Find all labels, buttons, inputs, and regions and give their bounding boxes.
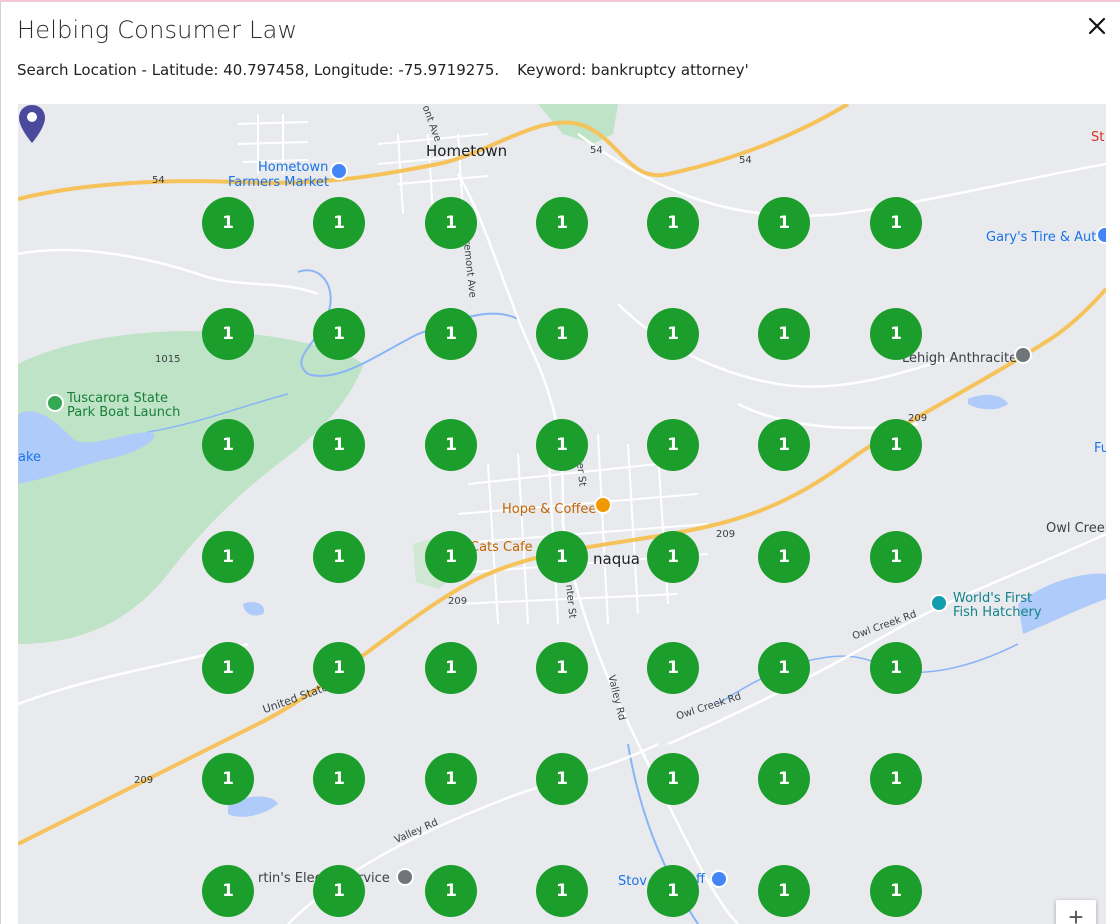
rank-marker[interactable]: 1 [425, 419, 477, 471]
rank-marker[interactable]: 1 [313, 308, 365, 360]
search-info: Search Location - Latitude: 40.797458, L… [17, 61, 749, 79]
rank-marker[interactable]: 1 [313, 865, 365, 917]
water-east [1018, 573, 1106, 634]
map-label-hometown: Hometown [426, 142, 508, 160]
store-icon[interactable] [396, 868, 414, 886]
road-shield-209-west: 209 [134, 775, 154, 786]
rank-marker[interactable]: 1 [647, 642, 699, 694]
rank-marker[interactable]: 1 [202, 531, 254, 583]
lake [18, 411, 155, 484]
rank-marker[interactable]: 1 [536, 865, 588, 917]
car-icon[interactable] [1096, 226, 1106, 244]
rank-marker[interactable]: 1 [647, 865, 699, 917]
rank-marker[interactable]: 1 [870, 753, 922, 805]
map-label-fu-edge: Fu [1094, 441, 1106, 456]
map-label-lehigh-anthracite: Lehigh Anthracite [902, 351, 1018, 366]
map-label-st-edge: St [1091, 130, 1105, 145]
rank-marker[interactable]: 1 [313, 753, 365, 805]
rank-marker[interactable]: 1 [870, 642, 922, 694]
road-shield-1015: 1015 [155, 354, 181, 365]
map-label-ff: ff [696, 872, 705, 887]
map-label-service: rvice [358, 871, 390, 886]
rank-marker[interactable]: 1 [870, 531, 922, 583]
rank-marker[interactable]: 1 [870, 197, 922, 249]
road-shield-54-east: 54 [739, 155, 752, 166]
rank-marker[interactable]: 1 [870, 308, 922, 360]
close-icon[interactable] [1083, 12, 1111, 40]
rank-marker[interactable]: 1 [202, 753, 254, 805]
rank-marker[interactable]: 1 [536, 197, 588, 249]
search-location-text: Search Location - Latitude: 40.797458, L… [17, 61, 500, 79]
rank-marker[interactable]: 1 [758, 419, 810, 471]
rank-marker[interactable]: 1 [202, 865, 254, 917]
keyword-text: Keyword: bankruptcy attorney' [517, 61, 749, 79]
rank-marker[interactable]: 1 [202, 197, 254, 249]
rank-marker[interactable]: 1 [758, 865, 810, 917]
rank-marker[interactable]: 1 [313, 531, 365, 583]
shopping-bag-icon[interactable] [710, 870, 728, 888]
rank-marker[interactable]: 1 [758, 197, 810, 249]
tree-icon[interactable] [46, 394, 64, 412]
road-shield-209-town: 209 [448, 596, 468, 607]
rank-marker[interactable]: 1 [425, 753, 477, 805]
rank-marker[interactable]: 1 [202, 642, 254, 694]
map-label-fish-hatchery-1: World's First [953, 591, 1033, 606]
zoom-in-button[interactable]: + [1056, 900, 1096, 924]
map-label-martins: rtin's Elect [258, 871, 327, 886]
map-label-tuscarora-2: Park Boat Launch [67, 405, 181, 420]
rank-marker[interactable]: 1 [536, 419, 588, 471]
map-base-layer [18, 104, 1106, 924]
search-center-pin-icon[interactable] [18, 104, 46, 144]
rank-marker[interactable]: 1 [758, 642, 810, 694]
map-label-lake: ake [18, 450, 42, 465]
rank-marker[interactable]: 1 [758, 531, 810, 583]
map-label-cats-cafe: Cats Cafe [470, 540, 533, 555]
map-label-fish-hatchery-2: Fish Hatchery [953, 605, 1042, 620]
rank-marker[interactable]: 1 [536, 642, 588, 694]
map-label-garys-tire: Gary's Tire & Auto [986, 230, 1105, 245]
rank-marker[interactable]: 1 [647, 531, 699, 583]
shopping-cart-icon[interactable] [330, 162, 348, 180]
road-shield-209-center: 209 [716, 529, 736, 540]
rank-marker[interactable]: 1 [536, 308, 588, 360]
rank-marker[interactable]: 1 [647, 419, 699, 471]
rank-marker[interactable]: 1 [425, 197, 477, 249]
map-label-farmers-market-2: Farmers Market [228, 175, 329, 190]
top-accent-bar [0, 0, 1120, 2]
park-area [18, 331, 363, 644]
rank-marker[interactable]: 1 [425, 642, 477, 694]
rank-marker[interactable]: 1 [758, 753, 810, 805]
coffee-icon[interactable] [594, 496, 612, 514]
rank-marker[interactable]: 1 [647, 197, 699, 249]
map-label-owl-creek: Owl Creek [1046, 521, 1106, 536]
rank-marker[interactable]: 1 [313, 419, 365, 471]
rank-marker[interactable]: 1 [536, 531, 588, 583]
rank-marker[interactable]: 1 [536, 753, 588, 805]
location-pin-icon[interactable] [1014, 346, 1032, 364]
rank-marker[interactable]: 1 [425, 308, 477, 360]
rank-marker[interactable]: 1 [647, 308, 699, 360]
rank-marker[interactable]: 1 [758, 308, 810, 360]
rank-marker[interactable]: 1 [870, 419, 922, 471]
map-canvas[interactable]: Hometown Hometown Farmers Market Gary's … [18, 104, 1106, 924]
rank-marker[interactable]: 1 [425, 531, 477, 583]
rank-marker[interactable]: 1 [870, 865, 922, 917]
map-label-stove: Stov [618, 874, 647, 889]
rank-marker[interactable]: 1 [647, 753, 699, 805]
road-shield-54-center: 54 [590, 145, 603, 156]
fish-icon[interactable] [930, 594, 948, 612]
map-label-hope-coffee: Hope & Coffee [502, 502, 597, 517]
rank-marker[interactable]: 1 [313, 197, 365, 249]
rank-marker[interactable]: 1 [202, 419, 254, 471]
rank-marker[interactable]: 1 [425, 865, 477, 917]
map-label-tuscarora-1: Tuscarora State [67, 391, 168, 406]
road-shield-54-west: 54 [152, 175, 165, 186]
road-shield-209-east: 209 [908, 413, 928, 424]
map-label-tamaqua: naqua [593, 550, 640, 568]
rank-marker[interactable]: 1 [313, 642, 365, 694]
map-label-farmers-market-1: Hometown [258, 160, 329, 175]
modal-title: Helbing Consumer Law [17, 16, 298, 44]
rank-marker[interactable]: 1 [202, 308, 254, 360]
